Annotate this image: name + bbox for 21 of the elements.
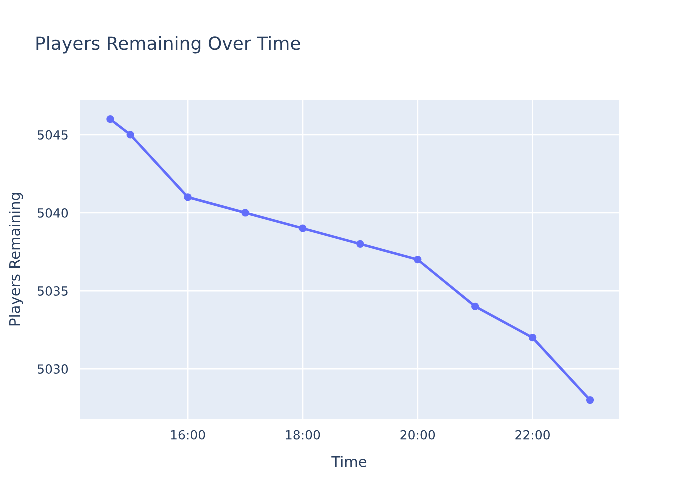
point: [414, 256, 422, 264]
point: [528, 334, 537, 342]
point: [184, 194, 192, 202]
y-tick-label: 5035: [38, 286, 68, 296]
x-tick-label: 22:00: [516, 430, 550, 440]
x-axis-title: Time: [332, 456, 367, 468]
chart-title: Players Remaining Over Time: [36, 36, 300, 54]
x-tick-label: 20:00: [400, 430, 436, 440]
x-tick-label: 16:00: [171, 430, 206, 440]
point: [126, 131, 134, 139]
y-tick-label: 5040: [38, 208, 68, 218]
x-tick-label: 18:00: [286, 430, 320, 440]
point: [586, 396, 594, 404]
point: [299, 224, 307, 232]
point: [242, 209, 250, 217]
point: [356, 240, 364, 248]
point: [106, 116, 114, 124]
y-axis-title: Players Remaining: [9, 193, 24, 326]
y-tick-label: 5045: [38, 130, 68, 140]
y-tick-label: 5030: [38, 364, 68, 374]
point: [472, 302, 480, 310]
